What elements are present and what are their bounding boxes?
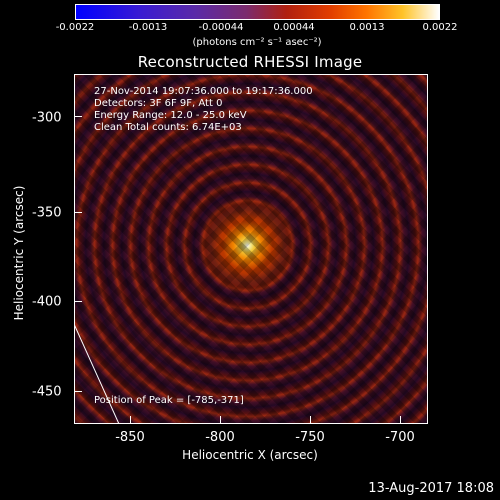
- y-tick-mark: [74, 391, 82, 392]
- colorbar-tick: -0.0022: [55, 22, 95, 33]
- x-tick-mark: [130, 416, 131, 424]
- colorbar-tick: -0.00044: [198, 22, 244, 33]
- x-tick-mark: [400, 416, 401, 424]
- info-detectors: Detectors: 3F 6F 9F, Att 0: [94, 98, 223, 109]
- info-energy-range: Energy Range: 12.0 - 25.0 keV: [94, 110, 247, 121]
- colorbar-tick: 0.0022: [422, 22, 458, 33]
- x-tick-mark: [310, 416, 311, 424]
- x-axis-label: Heliocentric X (arcsec): [182, 448, 318, 462]
- y-axis-label: Heliocentric Y (arcsec): [12, 185, 26, 321]
- y-tick-label: -300: [32, 110, 62, 126]
- solar-limb-line: [74, 324, 120, 424]
- x-tick-label: -800: [205, 430, 235, 445]
- colorbar-unit-label: (photons cm⁻² s⁻¹ asec⁻²): [192, 37, 322, 48]
- colorbar: [75, 4, 440, 20]
- colorbar-tick: 0.00044: [273, 22, 315, 33]
- x-tick-label: -850: [115, 430, 145, 445]
- image-title: Reconstructed RHESSI Image: [137, 53, 363, 71]
- colorbar-tick: 0.0013: [349, 22, 385, 33]
- info-clean-counts: Clean Total counts: 6.74E+03: [94, 122, 242, 133]
- x-tick-label: -750: [295, 430, 325, 445]
- y-tick-mark: [74, 212, 82, 213]
- colorbar-tick: -0.0013: [128, 22, 168, 33]
- rhessi-reconstructed-image: [75, 75, 427, 423]
- footer-timestamp: 13-Aug-2017 18:08: [368, 481, 494, 496]
- image-plot-area: [74, 74, 428, 424]
- peak-position: Position of Peak = [-785,-371]: [94, 395, 244, 406]
- x-tick-mark: [220, 416, 221, 424]
- x-tick-label: -700: [385, 430, 415, 445]
- y-tick-label: -400: [32, 294, 62, 310]
- info-time-range: 27-Nov-2014 19:07:36.000 to 19:17:36.000: [94, 86, 313, 97]
- y-tick-mark: [74, 116, 82, 117]
- y-tick-label: -450: [32, 384, 62, 400]
- y-tick-mark: [74, 301, 82, 302]
- y-tick-label: -350: [32, 205, 62, 221]
